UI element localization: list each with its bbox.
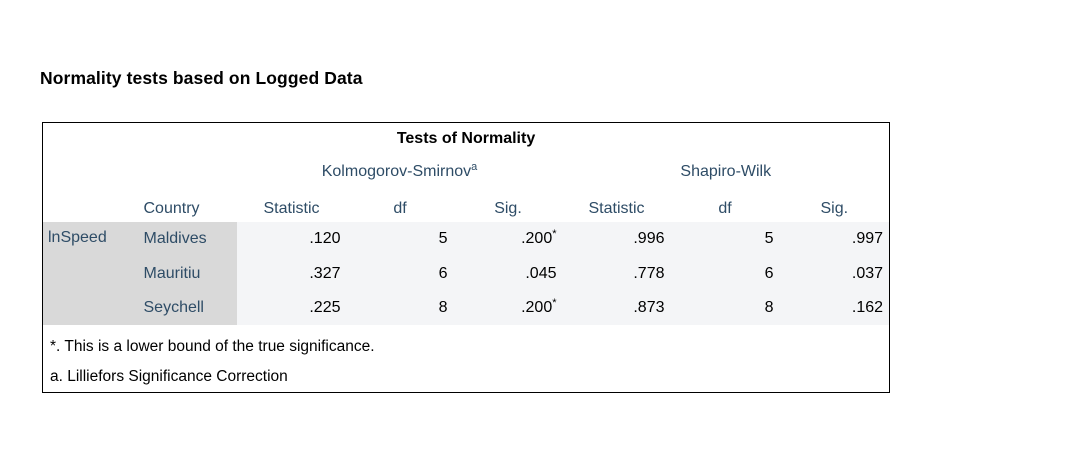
cell-sw-statistic-seychell: .873	[562, 291, 671, 325]
lower-bound-marker: *	[552, 228, 557, 240]
cell-sw-sig-seychell: .162	[779, 291, 890, 325]
cell-ks-statistic-seychell: .225	[236, 291, 347, 325]
cell-ks-statistic-maldives: .120	[236, 221, 347, 257]
country-cell-mauritiu: Mauritiu	[138, 256, 237, 292]
corner-empty-cell	[43, 156, 139, 189]
country-cell-seychell: Seychell	[138, 291, 237, 325]
cell-ks-sig-seychell: .200*	[453, 291, 563, 325]
ks-footnote-marker: a	[471, 161, 478, 173]
group-header-shapiro-wilk: Shapiro-Wilk	[680, 163, 772, 180]
column-header-sw-df: df	[718, 199, 732, 217]
cell-sw-df-seychell: 8	[670, 291, 780, 325]
cell-sw-sig-mauritiu: .037	[779, 256, 890, 292]
footnote-lilliefors: a. Lilliefors Significance Correction	[50, 368, 288, 386]
lower-bound-marker: *	[552, 297, 557, 309]
cell-sw-statistic-maldives: .996	[562, 221, 671, 257]
row-header-empty-cell	[43, 189, 139, 222]
column-header-ks-statistic: Statistic	[263, 199, 320, 217]
table-title: Tests of Normality	[396, 130, 536, 148]
cell-ks-df-seychell: 8	[346, 291, 454, 325]
cell-sw-df-mauritiu: 6	[670, 256, 780, 292]
column-header-ks-df: df	[393, 199, 407, 217]
cell-ks-statistic-mauritiu: .327	[236, 256, 347, 292]
cell-ks-sig-maldives: .200*	[453, 221, 563, 257]
cell-sw-statistic-mauritiu: .778	[562, 256, 671, 292]
row-header-lnspeed: lnSpeed	[42, 221, 139, 325]
group-header-kolmogorov-smirnov: Kolmogorov-Smirnova	[237, 156, 563, 189]
footnote-lower-bound: *. This is a lower bound of the true sig…	[50, 338, 375, 355]
ks-sig-value: .045	[525, 265, 557, 282]
cell-ks-df-maldives: 5	[346, 221, 454, 257]
cell-ks-sig-mauritiu: .045	[453, 256, 563, 292]
document-title: Normality tests based on Logged Data	[40, 68, 363, 88]
group-header-ks-label: Kolmogorov-Smirnov	[321, 163, 472, 180]
country-cell-maldives: Maldives	[138, 221, 237, 257]
tests-of-normality-table: Tests of Normality Country Kolmogorov-Sm…	[42, 122, 891, 393]
cell-sw-sig-maldives: .997	[779, 221, 890, 257]
column-header-sw-statistic: Statistic	[588, 199, 645, 217]
column-header-country: Country	[143, 199, 200, 217]
cell-sw-df-maldives: 5	[670, 221, 780, 257]
column-header-ks-sig: Sig.	[494, 199, 522, 217]
ks-sig-value: .200	[521, 299, 553, 316]
cell-ks-df-mauritiu: 6	[346, 256, 454, 292]
ks-sig-value: .200	[521, 230, 553, 247]
column-header-sw-sig: Sig.	[820, 199, 849, 217]
